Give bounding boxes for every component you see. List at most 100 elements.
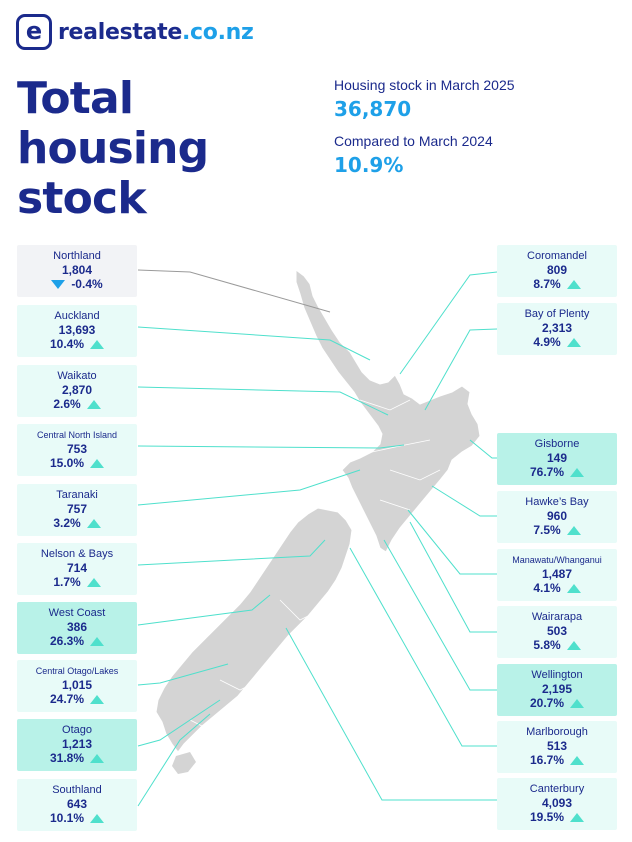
region-card-west-coast: West Coast 386 26.3%: [17, 602, 137, 654]
region-name: Gisborne: [534, 438, 580, 450]
up-arrow-icon: [570, 756, 585, 765]
region-change: 2.6%: [53, 397, 81, 411]
region-value: 513: [546, 739, 568, 753]
region-change: 31.8%: [49, 751, 85, 765]
region-change: 7.5%: [533, 523, 561, 537]
up-arrow-icon: [566, 526, 581, 535]
region-value: 4,093: [541, 796, 573, 810]
region-name: Wairarapa: [531, 611, 583, 623]
up-arrow-icon: [90, 695, 105, 704]
region-value: 2,195: [541, 682, 573, 696]
region-value: 757: [66, 502, 88, 516]
region-value: 1,213: [61, 737, 93, 751]
down-arrow-icon: [51, 280, 66, 289]
region-change: 4.9%: [533, 335, 561, 349]
region-value: 960: [546, 509, 568, 523]
region-card-coromandel: Coromandel 809 8.7%: [497, 245, 617, 297]
up-arrow-icon: [90, 814, 105, 823]
up-arrow-icon: [86, 519, 101, 528]
region-change: 24.7%: [49, 692, 85, 706]
region-change: 8.7%: [533, 277, 561, 291]
region-card-auckland: Auckland 13,693 10.4%: [17, 305, 137, 357]
region-card-central-otago-lakes: Central Otago/Lakes 1,015 24.7%: [17, 660, 137, 712]
region-change: 4.1%: [533, 581, 561, 595]
region-name: Nelson & Bays: [40, 548, 114, 560]
region-card-marlborough: Marlborough 513 16.7%: [497, 721, 617, 773]
northland-leader-line: [137, 269, 331, 313]
region-change: 5.8%: [533, 638, 561, 652]
region-name: Taranaki: [56, 489, 98, 501]
region-name: Otago: [62, 724, 92, 736]
region-value: 13,693: [58, 323, 96, 337]
region-card-otago: Otago 1,213 31.8%: [17, 719, 137, 771]
region-card-central-north-island: Central North Island 753 15.0%: [17, 424, 137, 476]
region-card-wellington: Wellington 2,195 20.7%: [497, 664, 617, 716]
region-card-manawatu-whanganui: Manawatu/Whanganui 1,487 4.1%: [497, 549, 617, 601]
region-name: Central Otago/Lakes: [35, 666, 119, 676]
up-arrow-icon: [90, 637, 105, 646]
up-arrow-icon: [90, 459, 105, 468]
region-change: 10.1%: [49, 811, 85, 825]
up-arrow-icon: [90, 340, 105, 349]
region-card-northland: Northland 1,804 -0.4%: [17, 245, 137, 297]
region-card-canterbury: Canterbury 4,093 19.5%: [497, 778, 617, 830]
region-name: Marlborough: [526, 726, 588, 738]
stock-value: 36,870: [334, 97, 412, 121]
region-name: Southland: [52, 784, 102, 796]
region-card-wairarapa: Wairarapa 503 5.8%: [497, 606, 617, 658]
region-value: 809: [546, 263, 568, 277]
compare-label: Compared to March 2024: [334, 133, 493, 149]
compare-value: 10.9%: [334, 153, 404, 177]
region-name: Canterbury: [529, 783, 585, 795]
south-island-shape: [155, 507, 353, 753]
region-card-hawkes-bay: Hawke’s Bay 960 7.5%: [497, 491, 617, 543]
up-arrow-icon: [570, 468, 585, 477]
region-value: 2,313: [541, 321, 573, 335]
region-change: 76.7%: [529, 465, 565, 479]
region-change: -0.4%: [71, 277, 103, 291]
up-arrow-icon: [566, 641, 581, 650]
region-change: 26.3%: [49, 634, 85, 648]
region-change: 16.7%: [529, 753, 565, 767]
region-value: 149: [546, 451, 568, 465]
region-card-waikato: Waikato 2,870 2.6%: [17, 365, 137, 417]
region-value: 2,870: [61, 383, 93, 397]
region-change: 3.2%: [53, 516, 81, 530]
region-card-bay-of-plenty: Bay of Plenty 2,313 4.9%: [497, 303, 617, 355]
region-name: Central North Island: [36, 430, 118, 440]
region-change: 19.5%: [529, 810, 565, 824]
region-card-nelson-bays: Nelson & Bays 714 1.7%: [17, 543, 137, 595]
region-card-gisborne: Gisborne 149 76.7%: [497, 433, 617, 485]
region-name: Northland: [53, 250, 101, 262]
region-value: 714: [66, 561, 88, 575]
region-card-taranaki: Taranaki 757 3.2%: [17, 484, 137, 536]
region-value: 503: [546, 624, 568, 638]
up-arrow-icon: [566, 584, 581, 593]
region-card-southland: Southland 643 10.1%: [17, 779, 137, 831]
region-change: 10.4%: [49, 337, 85, 351]
region-name: Auckland: [54, 310, 100, 322]
region-value: 753: [66, 442, 88, 456]
up-arrow-icon: [570, 699, 585, 708]
region-change: 20.7%: [529, 696, 565, 710]
up-arrow-icon: [86, 578, 101, 587]
region-name: Coromandel: [527, 250, 587, 262]
up-arrow-icon: [566, 280, 581, 289]
region-value: 1,804: [61, 263, 93, 277]
region-change: 15.0%: [49, 456, 85, 470]
logo-mark-icon: e: [16, 14, 52, 50]
region-value: 386: [66, 620, 88, 634]
region-name: Wellington: [531, 669, 583, 681]
region-value: 1,015: [61, 678, 93, 692]
region-name: Manawatu/Whanganui: [512, 555, 602, 565]
region-name: Hawke’s Bay: [525, 496, 589, 508]
up-arrow-icon: [90, 754, 105, 763]
region-value: 643: [66, 797, 88, 811]
page-title: Total housing stock: [17, 73, 209, 224]
region-name: West Coast: [48, 607, 106, 619]
up-arrow-icon: [566, 338, 581, 347]
logo-wordmark: realestate.co.nz: [58, 19, 254, 45]
region-name: Bay of Plenty: [524, 308, 590, 320]
region-name: Waikato: [57, 370, 97, 382]
